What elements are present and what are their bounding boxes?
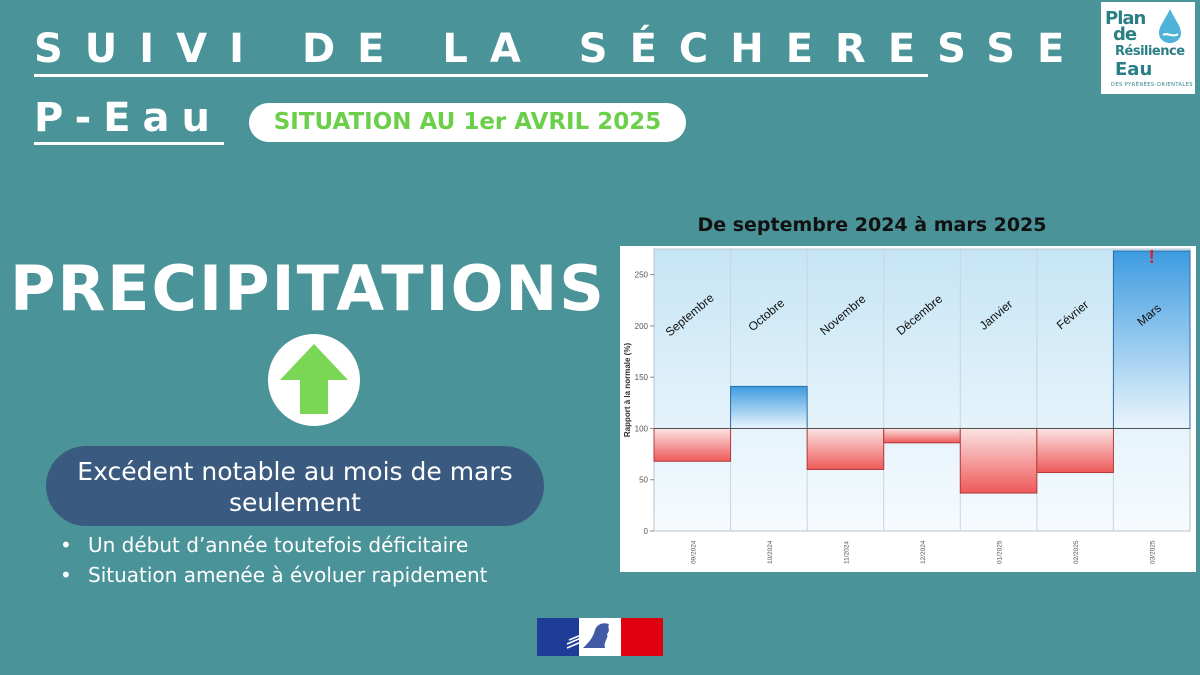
trend-indicator <box>268 334 360 426</box>
y-axis-label: Rapport à la normale (%) <box>623 343 632 438</box>
plan-resilience-eau-logo: Plan de Résilience Eau DES PYRÉNÉES-ORIE… <box>1101 2 1195 94</box>
logo-text-de: de <box>1113 24 1137 45</box>
y-tick-label: 200 <box>635 322 649 331</box>
x-tick-label: 03/2025 <box>1150 540 1157 564</box>
x-tick-label: 01/2025 <box>997 540 1004 564</box>
bar-février <box>1036 427 1114 474</box>
subtitle-underline <box>34 142 224 145</box>
logo-text-department: DES PYRÉNÉES-ORIENTALES <box>1111 82 1194 88</box>
page-subtitle: P-Eau <box>34 95 223 141</box>
chart-period-title: De septembre 2024 à mars 2025 <box>697 214 1047 236</box>
x-tick-label: 10/2024 <box>767 540 774 564</box>
logo-text-resilience: Résilience <box>1115 44 1185 59</box>
summary-bullet: Situation amenée à évoluer rapidement <box>60 560 488 590</box>
title-underline <box>34 74 928 77</box>
situation-date-badge: SITUATION AU 1er AVRIL 2025 <box>249 103 686 142</box>
x-tick-label: 11/2024 <box>843 541 850 564</box>
bar-janvier <box>959 427 1038 494</box>
page-title: SUIVI DE LA SÉCHERESSE <box>34 26 1087 72</box>
summary-bullet: Un début d’année toutefois déficitaire <box>60 530 488 560</box>
x-tick-label: 12/2024 <box>920 540 927 564</box>
logo-text-eau: Eau <box>1115 59 1153 80</box>
precipitation-chart: Septembre Octobre Novembre Décembre Janvier F… <box>620 246 1196 572</box>
up-arrow-icon <box>280 344 348 414</box>
summary-headline: Excédent notable au mois de mars seuleme… <box>46 446 544 526</box>
bar-mars <box>1112 250 1191 429</box>
x-tick-label: 09/2024 <box>690 540 697 564</box>
alert-marker: ! <box>1149 247 1155 267</box>
bar-octobre <box>730 385 808 429</box>
x-tick-label: 02/2025 <box>1073 540 1080 564</box>
french-republic-flag <box>537 618 663 656</box>
water-drop-icon <box>1159 9 1181 43</box>
y-tick-label: 150 <box>635 373 649 382</box>
y-tick-label: 250 <box>635 271 649 280</box>
summary-bullet-list: Un début d’année toutefois déficitaire S… <box>60 530 488 590</box>
bar-décembre <box>883 427 961 444</box>
y-tick-label: 0 <box>644 527 649 536</box>
bar-septembre <box>653 427 732 462</box>
indicator-title: PRECIPITATIONS <box>10 252 606 325</box>
bar-novembre <box>806 427 885 470</box>
precipitation-chart-svg: Septembre Octobre Novembre Décembre Janvier F… <box>623 247 1191 564</box>
y-tick-label: 100 <box>635 424 649 433</box>
y-tick-label: 50 <box>639 476 648 485</box>
logo-text-plan: Plan <box>1105 8 1146 29</box>
